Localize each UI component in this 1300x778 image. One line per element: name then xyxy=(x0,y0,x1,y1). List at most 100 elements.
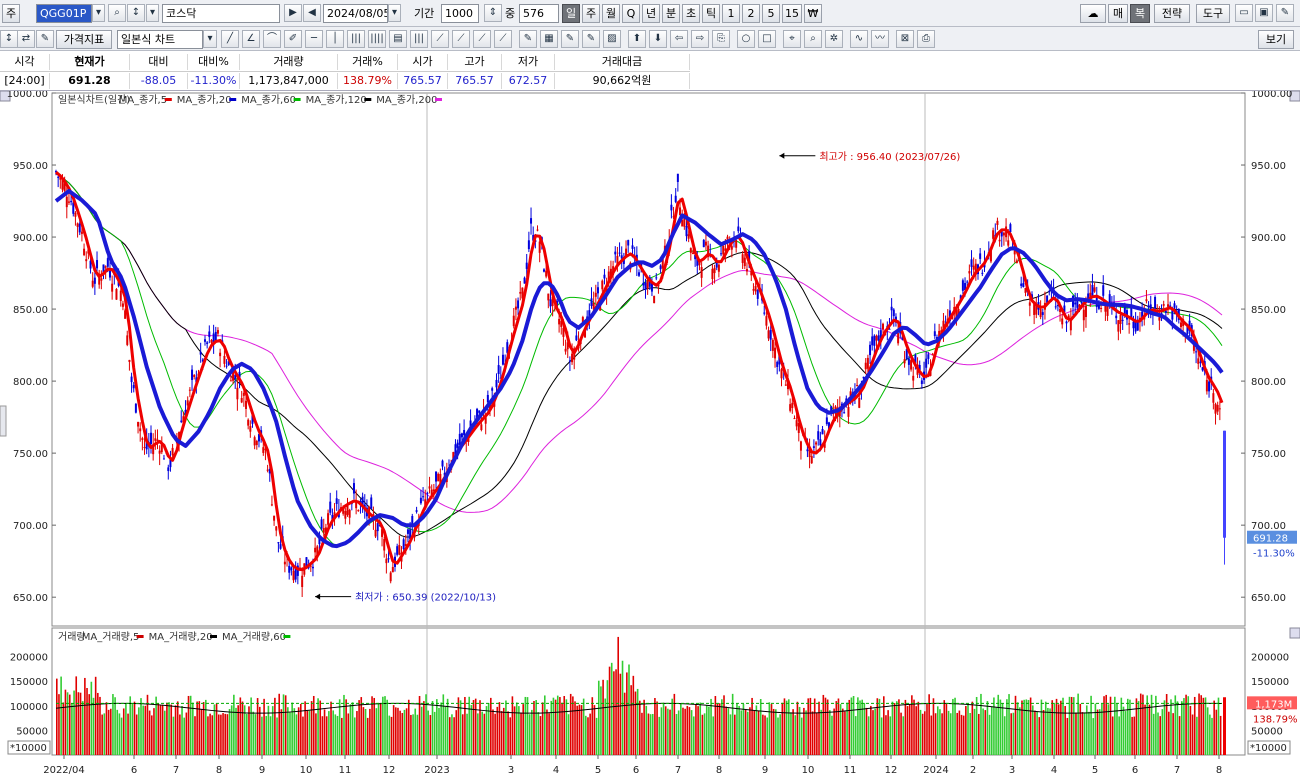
fib-1-icon[interactable]: ||| xyxy=(347,30,365,48)
candle-body xyxy=(158,450,161,454)
candle-body xyxy=(799,441,802,451)
period-button-12[interactable]: ₩ xyxy=(804,4,822,23)
candle-body xyxy=(115,289,118,300)
grid-icon[interactable]: ▤ xyxy=(389,30,407,48)
pencil-icon[interactable]: ✐ xyxy=(284,30,302,48)
sort-icon[interactable]: ↕ xyxy=(127,4,145,22)
period-button-0[interactable]: 일 xyxy=(562,4,580,23)
arc-icon[interactable]: ⌒ xyxy=(263,30,281,48)
drawing-toolbar: ↕ ⇄ ✎ 가격지표 일본식 차트 ▾ ╱ ∠ ⌒ ✐ ─ │ ||| |||| ▤ ||| ⟋ ⟋ ⟋… xyxy=(0,27,1300,51)
volume-bar xyxy=(526,697,529,755)
candle-body xyxy=(938,330,941,340)
candle-body xyxy=(171,447,174,456)
fib-2-icon[interactable]: |||| xyxy=(368,30,386,48)
circle-icon[interactable]: ○ xyxy=(737,30,755,48)
rectangle-icon[interactable]: □ xyxy=(758,30,776,48)
view-button[interactable]: 보기 xyxy=(1258,30,1294,49)
candle-body xyxy=(242,392,245,396)
next-arrow-icon[interactable]: ▶ xyxy=(284,4,302,22)
period-button-8[interactable]: 1 xyxy=(722,4,740,23)
right-btn-0[interactable]: 매 xyxy=(1108,4,1128,23)
edit-2-icon[interactable]: ✎ xyxy=(582,30,600,48)
indicator-button[interactable]: 가격지표 xyxy=(56,30,112,49)
volume-bar xyxy=(315,713,317,755)
candle-body xyxy=(85,259,88,262)
date-input[interactable]: 2024/08/05 xyxy=(323,4,388,23)
period-button-7[interactable]: 틱 xyxy=(702,4,720,23)
candle-body xyxy=(674,195,677,202)
channel-2-icon[interactable]: ⟋ xyxy=(452,30,470,48)
period-button-10[interactable]: 5 xyxy=(762,4,780,23)
name-input[interactable]: 코스닥 xyxy=(162,4,280,23)
volume-bar xyxy=(392,705,395,755)
prev-arrow-icon[interactable]: ◀ xyxy=(303,4,321,22)
period-input[interactable]: 1000 xyxy=(441,4,479,23)
price-legend-swatch-5 xyxy=(435,98,442,101)
volume-bar xyxy=(390,716,393,755)
arrow-up-icon[interactable]: ⬆ xyxy=(628,30,646,48)
edit-icon[interactable]: ✎ xyxy=(36,30,54,48)
code-dropdown-icon[interactable]: ▾ xyxy=(92,4,105,22)
wave-2-icon[interactable]: 〰 xyxy=(871,30,889,48)
sort-dropdown-icon[interactable]: ▾ xyxy=(146,4,159,22)
wrench-icon[interactable]: ✎ xyxy=(1276,4,1294,22)
candle-body xyxy=(251,413,254,424)
period-button-2[interactable]: 월 xyxy=(602,4,620,23)
delete-icon[interactable]: ⊠ xyxy=(896,30,914,48)
channel-4-icon[interactable]: ⟋ xyxy=(494,30,512,48)
volume-bar xyxy=(1126,698,1129,755)
count-input[interactable]: 576 xyxy=(519,4,559,23)
period-button-5[interactable]: 분 xyxy=(662,4,680,23)
search-icon[interactable]: ⌕ xyxy=(108,4,126,22)
arrow-left-icon[interactable]: ⇦ xyxy=(670,30,688,48)
period-button-3[interactable]: Q xyxy=(622,4,640,23)
freehand-icon[interactable]: ✎ xyxy=(519,30,537,48)
unit-label-left: *10000 xyxy=(10,743,47,754)
fill-icon[interactable]: ▨ xyxy=(603,30,621,48)
volume-bar xyxy=(163,710,166,755)
date-dropdown-icon[interactable]: ▾ xyxy=(388,4,401,22)
wave-1-icon[interactable]: ∿ xyxy=(850,30,868,48)
volume-bar xyxy=(235,707,237,755)
tools-button[interactable]: 도구 xyxy=(1196,4,1230,23)
print-icon[interactable]: ⎙ xyxy=(917,30,935,48)
right-btn-1[interactable]: 복 xyxy=(1130,4,1150,23)
candle-body xyxy=(795,420,798,427)
candle-body xyxy=(765,316,768,326)
pattern-icon[interactable]: ▦ xyxy=(540,30,558,48)
arrows-icon[interactable]: ⇄ xyxy=(17,30,35,48)
strategy-button[interactable]: 전략 xyxy=(1154,4,1190,23)
range-icon[interactable]: ⇕ xyxy=(484,4,502,22)
period-button-6[interactable]: 초 xyxy=(682,4,700,23)
target-icon[interactable]: ⌖ xyxy=(783,30,801,48)
h-line-icon[interactable]: ─ xyxy=(305,30,323,48)
period-button-9[interactable]: 2 xyxy=(742,4,760,23)
up-down-icon[interactable]: ↕ xyxy=(0,30,18,48)
period-button-4[interactable]: 년 xyxy=(642,4,660,23)
chart-type-dropdown-icon[interactable]: ▾ xyxy=(203,30,217,48)
market-toggle[interactable]: 주 xyxy=(2,4,20,23)
cloud-icon[interactable]: ☁ xyxy=(1080,4,1106,23)
channel-1-icon[interactable]: ⟋ xyxy=(431,30,449,48)
zoom-icon[interactable]: ⌕ xyxy=(804,30,822,48)
save-icon[interactable]: ▣ xyxy=(1255,4,1273,22)
period-button-1[interactable]: 주 xyxy=(582,4,600,23)
edit-1-icon[interactable]: ✎ xyxy=(561,30,579,48)
volume-bar xyxy=(148,710,151,755)
folder-icon[interactable]: ▭ xyxy=(1235,4,1253,22)
v-line-icon[interactable]: │ xyxy=(326,30,344,48)
volume-bar xyxy=(1077,693,1079,755)
code-input[interactable]: QGG01P xyxy=(36,4,92,23)
copy-icon[interactable]: ⎘ xyxy=(712,30,730,48)
period-button-11[interactable]: 15 xyxy=(782,4,802,23)
trend-line-icon[interactable]: ╱ xyxy=(221,30,239,48)
arrow-down-icon[interactable]: ⬇ xyxy=(649,30,667,48)
settings-icon[interactable]: ✲ xyxy=(825,30,843,48)
angle-line-icon[interactable]: ∠ xyxy=(242,30,260,48)
chart-type-select[interactable]: 일본식 차트 xyxy=(117,30,203,49)
arrow-right-icon[interactable]: ⇨ xyxy=(691,30,709,48)
channel-3-icon[interactable]: ⟋ xyxy=(473,30,491,48)
price-legend-5: MA_종가,200 xyxy=(376,94,437,106)
fib-3-icon[interactable]: ||| xyxy=(410,30,428,48)
